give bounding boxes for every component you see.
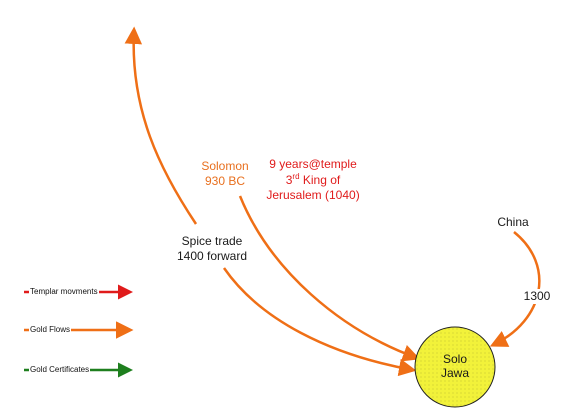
temple-line2: 3rd King of [254,172,372,188]
spice-trade-years: 1400 forward [176,249,248,263]
temple-ordinal-suffix: rd [292,172,300,181]
spice-trade-up-flow [124,26,198,225]
solomon-text: Solomon [201,159,249,173]
temple-ordinal: 3 [285,173,293,187]
solomon-to-solo-flow [238,195,421,362]
temple-label: 9 years@temple 3rd King of Jerusalem (10… [254,157,372,203]
solo-jawa-node [414,326,496,408]
legend-gold-flows-label: Gold Flows [29,325,72,334]
solomon-label: Solomon 930 BC [190,159,260,189]
spice-trade-label: Spice trade 1400 forward [166,234,258,264]
solo-jawa-line2: Jawa [440,366,469,381]
solo-jawa-line1: Solo [442,352,468,366]
legend-gold-certificates-label: Gold Certificates [29,365,91,374]
spice-trade-to-solo-flow [222,267,417,377]
china-year-label: 1300 [519,289,555,304]
solomon-date: 930 BC [204,174,246,188]
spice-trade-text: Spice trade [181,234,243,248]
solo-jawa-text: Solo Jawa [425,352,485,381]
china-label: China [490,215,536,230]
legend-templar-label: Templar movments [29,287,99,296]
temple-line2-rest: King of [299,173,341,187]
temple-line3: Jerusalem (1040) [266,188,360,202]
temple-line1: 9 years@temple [269,157,357,171]
